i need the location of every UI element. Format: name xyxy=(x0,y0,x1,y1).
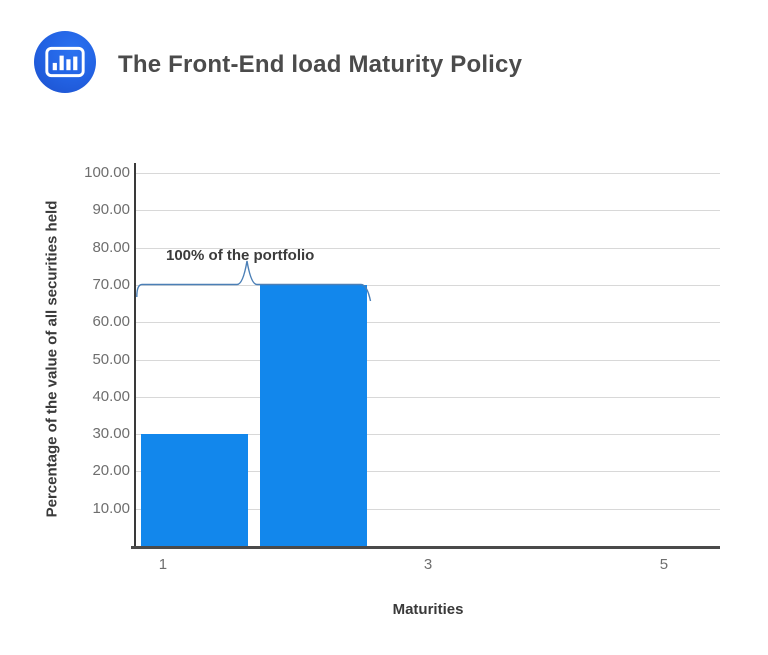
bar-chart-icon xyxy=(34,31,96,93)
gridline xyxy=(136,173,720,174)
y-tick-label: 30.00 xyxy=(92,425,130,443)
gridline xyxy=(136,359,720,361)
bar-maturity-1 xyxy=(141,434,248,546)
maturity-policy-chart: Percentage of the value of all securitie… xyxy=(0,120,768,655)
y-tick-label: 80.00 xyxy=(92,238,130,256)
plot-area: 100% of the portfolio xyxy=(136,173,720,546)
y-tick-label: 70.00 xyxy=(92,275,130,293)
gridline xyxy=(136,322,720,324)
y-tick-label: 50.00 xyxy=(92,350,130,368)
page-title: The Front-End load Maturity Policy xyxy=(118,51,523,78)
y-tick-label: 40.00 xyxy=(92,387,130,405)
gridline xyxy=(136,471,720,473)
x-tick-label: 1 xyxy=(158,556,168,573)
gridline xyxy=(136,210,720,212)
x-tick-label: 3 xyxy=(423,556,433,573)
annotation-text: 100% of the portfolio xyxy=(166,247,315,264)
x-axis-title: Maturities xyxy=(392,601,464,618)
y-axis-spine xyxy=(134,163,136,548)
y-tick-label: 60.00 xyxy=(92,313,130,331)
gridline xyxy=(136,434,720,436)
x-axis-spine xyxy=(131,546,720,549)
y-tick-label: 100.00 xyxy=(84,164,130,181)
gridline xyxy=(136,396,720,398)
y-tick-label: 90.00 xyxy=(92,201,130,219)
gridline xyxy=(136,247,720,249)
header: The Front-End load Maturity Policy xyxy=(0,0,768,110)
gridline xyxy=(136,284,720,286)
y-tick-label: 10.00 xyxy=(92,499,130,517)
bar-chart-icon-glyph xyxy=(45,46,85,78)
gridline xyxy=(136,508,720,510)
x-tick-label: 5 xyxy=(659,556,669,573)
bar-maturity-2 xyxy=(260,284,367,546)
y-tick-label: 20.00 xyxy=(92,462,130,480)
